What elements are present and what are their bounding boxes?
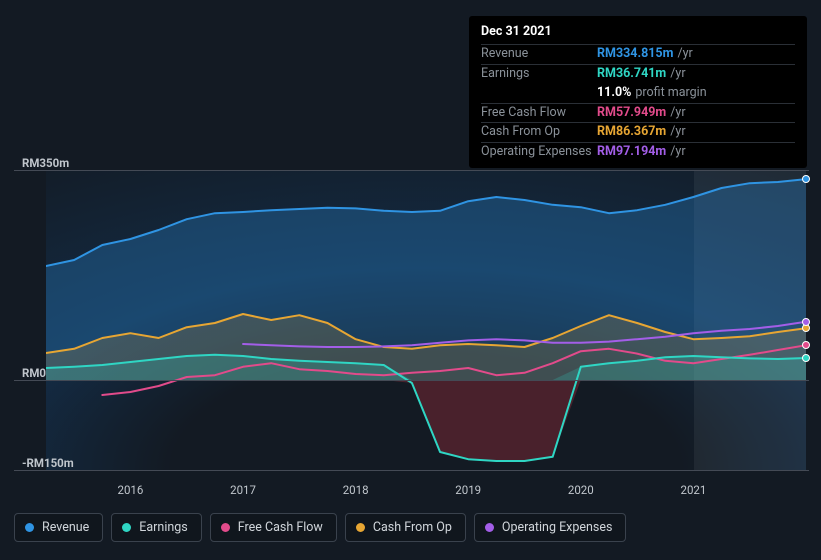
legend-item-revenue[interactable]: Revenue [14,513,103,542]
tooltip-date: Dec 31 2021 [481,24,795,41]
x-axis-label: 2019 [455,483,481,497]
legend-item-fcf[interactable]: Free Cash Flow [210,513,337,542]
legend-dot-icon [122,523,131,532]
tooltip-row-profit-margin: 11.0% profit margin [481,84,795,103]
tooltip-value: RM86.367m [597,124,666,141]
hover-marker [802,354,810,362]
tooltip-row-earnings: Earnings RM36.741m /yr [481,64,795,84]
chart-area[interactable]: 2016 2017 2018 2019 2020 2021 RM350m RM0 -RM150… [0,150,821,510]
legend-item-earnings[interactable]: Earnings [111,513,201,542]
tooltip-box: Dec 31 2021 Revenue RM334.815m /yr Earni… [469,16,807,168]
legend-dot-icon [25,523,34,532]
tooltip-unit: /yr [670,105,685,122]
legend-label: Operating Expenses [502,520,613,535]
x-axis-label: 2018 [343,483,369,497]
tooltip-unit: /yr [677,46,692,63]
hover-marker [802,175,810,183]
y-gridline [14,380,809,381]
tooltip-value: RM36.741m [597,66,666,83]
x-axis-labels: 2016 2017 2018 2019 2020 2021 [46,480,806,500]
y-axis-label: RM0 [22,366,46,380]
x-axis-label: 2016 [118,483,144,497]
tooltip-profit-margin-label: profit margin [635,85,706,102]
y-gridline [14,470,809,471]
legend-label: Revenue [42,520,89,535]
tooltip-label: Revenue [481,46,597,63]
y-gridline [14,170,809,171]
legend-dot-icon [356,523,365,532]
chart-legend: Revenue Earnings Free Cash Flow Cash From O… [14,513,626,542]
tooltip-unit: /yr [670,124,685,141]
hover-marker [802,341,810,349]
hover-marker [802,318,810,326]
tooltip-label: Free Cash Flow [481,105,597,122]
tooltip-label: Earnings [481,66,597,83]
legend-dot-icon [485,523,494,532]
tooltip-unit: /yr [670,66,685,83]
legend-dot-icon [221,523,230,532]
chart-plot [46,170,806,470]
tooltip-label: Cash From Op [481,124,597,141]
x-axis-label: 2020 [568,483,594,497]
legend-item-opex[interactable]: Operating Expenses [474,513,627,542]
y-axis-label: RM350m [22,156,69,170]
tooltip-profit-margin-value: 11.0% [597,85,631,102]
legend-label: Free Cash Flow [238,520,323,535]
legend-label: Cash From Op [373,520,452,535]
tooltip-value: RM334.815m [597,46,673,63]
tooltip-row-fcf: Free Cash Flow RM57.949m /yr [481,103,795,123]
tooltip-label: Operating Expenses [481,144,597,161]
y-axis-label: -RM150m [22,456,74,470]
tooltip-row-revenue: Revenue RM334.815m /yr [481,44,795,64]
tooltip-row-opex: Operating Expenses RM97.194m /yr [481,142,795,162]
tooltip-row-cfo: Cash From Op RM86.367m /yr [481,122,795,142]
x-axis-label: 2017 [230,483,256,497]
tooltip-unit: /yr [670,144,685,161]
x-axis-label: 2021 [680,483,706,497]
legend-item-cfo[interactable]: Cash From Op [345,513,466,542]
tooltip-value: RM97.194m [597,144,666,161]
tooltip-value: RM57.949m [597,105,666,122]
legend-label: Earnings [139,520,187,535]
